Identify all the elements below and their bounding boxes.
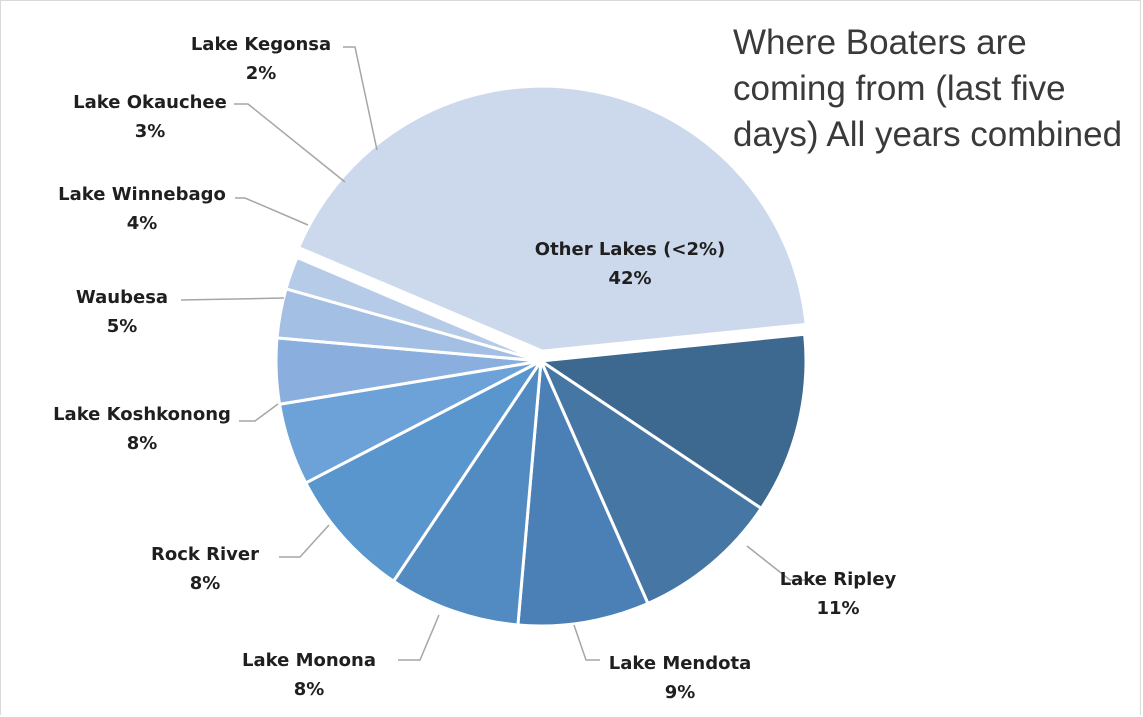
pie-slice-other-lakes-2 [297,84,808,353]
slice-name-label: Lake Koshkonong [53,404,231,425]
slice-percent-label: 8% [294,679,325,700]
leader-line-lake-winnebago [235,197,309,226]
leader-lines [180,46,812,661]
leader-line-lake-mendota [573,624,600,661]
slice-name-label: Lake Ripley [780,569,897,590]
slice-percent-label: 9% [665,682,696,703]
pie-slices [274,84,808,628]
slice-name-label: Lake Kegonsa [191,34,331,55]
slice-percent-label: 8% [190,573,221,594]
leader-line-lake-ripley [746,545,812,581]
pie-slice-rock-river [392,359,543,627]
slice-percent-label: 3% [135,121,166,142]
leader-line-waubesa [180,297,285,301]
chart-title: Where Boaters are coming from (last five… [733,23,1123,154]
slice-name-label: Lake Okauchee [73,92,227,113]
slice-name-label: Waubesa [76,287,168,308]
leader-line-lake-okauchee [234,103,346,183]
leader-line-rock-river [279,524,330,558]
slice-name-label: Lake Mendota [609,653,752,674]
slice-name-label: Rock River [151,544,259,565]
slice-percent-label: 8% [127,433,158,454]
slice-percent-label: 11% [816,598,859,619]
leader-line-lake-monona [398,614,440,661]
leader-line-lake-kegonsa [343,46,378,151]
slice-name-label: Lake Winnebago [58,184,226,205]
pie-slice-lake-monona [516,359,650,628]
pie-slice-lake-koshkonong [304,359,543,583]
slice-percent-label: 4% [127,213,158,234]
slice-percent-label: 5% [107,316,138,337]
slice-percent-label: 2% [246,63,277,84]
pie-slice-lake-kegonsa [284,255,543,363]
slice-name-label: Other Lakes (<2%) [535,239,725,260]
slice-labels: Other Lakes (<2%) 42% Lake Ripley 11% Lake M… [53,34,896,703]
pie-slice-lake-mendota [539,359,763,605]
slice-percent-label: 42% [608,268,651,289]
leader-line-lake-koshkonong [239,403,279,422]
slice-name-label: Lake Monona [242,650,376,671]
pie-slice-lake-ripley [539,332,808,510]
